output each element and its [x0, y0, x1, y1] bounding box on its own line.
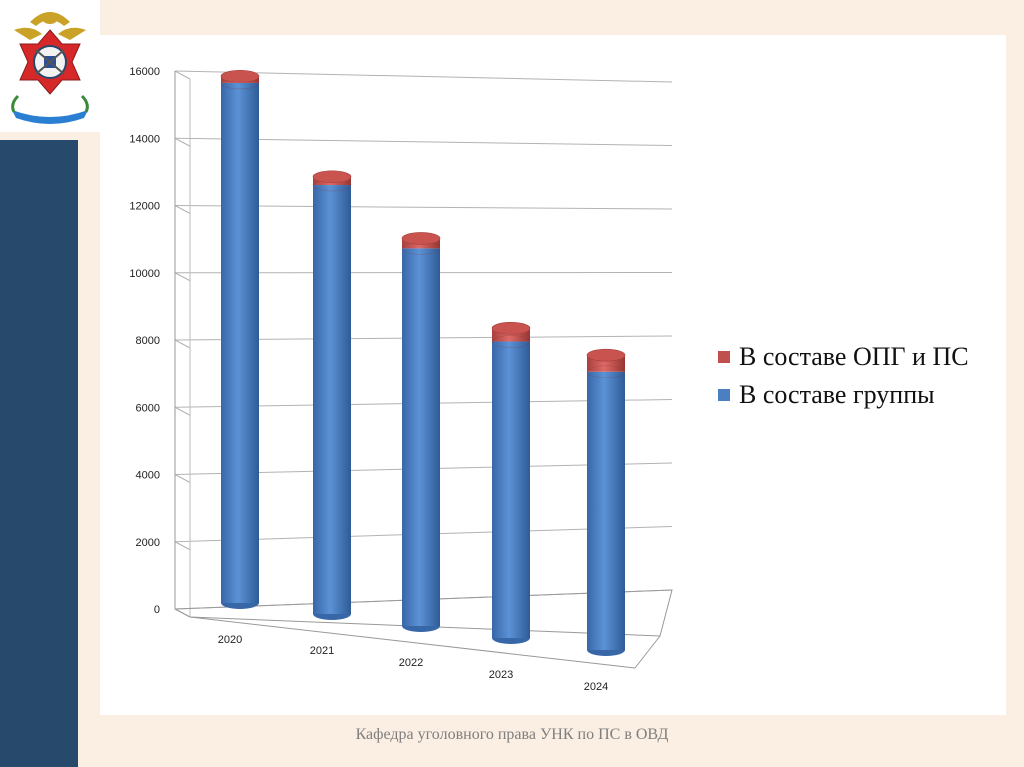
gridline-side: [174, 406, 191, 416]
legend-item-group: В составе группы: [718, 376, 969, 414]
bar-seam: [586, 365, 626, 379]
y-tick-label: 2000: [136, 537, 160, 549]
gridline-side: [174, 339, 191, 349]
bar-group: [313, 185, 351, 614]
bar-seam: [491, 335, 531, 348]
side-bar: [0, 140, 78, 767]
bar-top: [586, 348, 626, 362]
bar-top: [220, 70, 260, 83]
legend-label-group: В составе группы: [739, 380, 935, 409]
gridline-side: [174, 474, 191, 483]
bar-group: [587, 371, 625, 650]
y-tick-label: 12000: [129, 201, 160, 213]
x-axis-line: [189, 616, 636, 669]
bar-group: [221, 82, 259, 603]
x-tick-label: 2020: [218, 634, 242, 646]
y-tick-label: 0: [154, 604, 160, 616]
logo-area: [0, 0, 100, 132]
footer-text: Кафедра уголовного права УНК по ПС в ОВД: [355, 726, 669, 743]
gridline-side: [174, 137, 191, 147]
x-axis-right: [634, 635, 661, 669]
x-tick-label: 2022: [399, 657, 423, 669]
police-emblem-icon: [11, 12, 89, 124]
x-tick-label: 2023: [489, 669, 513, 681]
legend-swatch-opg: [718, 351, 730, 363]
y-tick-label: 10000: [129, 268, 160, 280]
gridline-side: [174, 272, 191, 282]
gridline-side: [174, 205, 191, 214]
y-tick-label: 14000: [129, 133, 160, 145]
bar-group: [492, 341, 530, 638]
bar-group: [402, 248, 440, 626]
y-tick-label: 6000: [136, 402, 160, 414]
legend-swatch-group: [718, 389, 730, 401]
gridline: [174, 70, 673, 83]
y-tick-label: 16000: [129, 66, 160, 78]
y-tick-label: 4000: [136, 470, 160, 482]
bar-top: [491, 321, 531, 335]
x-tick-label: 2021: [310, 645, 334, 657]
bar-top: [401, 232, 441, 245]
gridline-side: [174, 70, 191, 80]
y-tick-label: 8000: [136, 335, 160, 347]
legend-label-opg: В составе ОПГ и ПС: [739, 342, 969, 371]
gridline-side: [174, 541, 191, 551]
legend-item-opg: В составе ОПГ и ПС: [718, 338, 969, 376]
x-tick-label: 2024: [584, 681, 608, 693]
bar-top: [312, 170, 352, 184]
chart-legend: В составе ОПГ и ПС В составе группы: [718, 338, 969, 414]
